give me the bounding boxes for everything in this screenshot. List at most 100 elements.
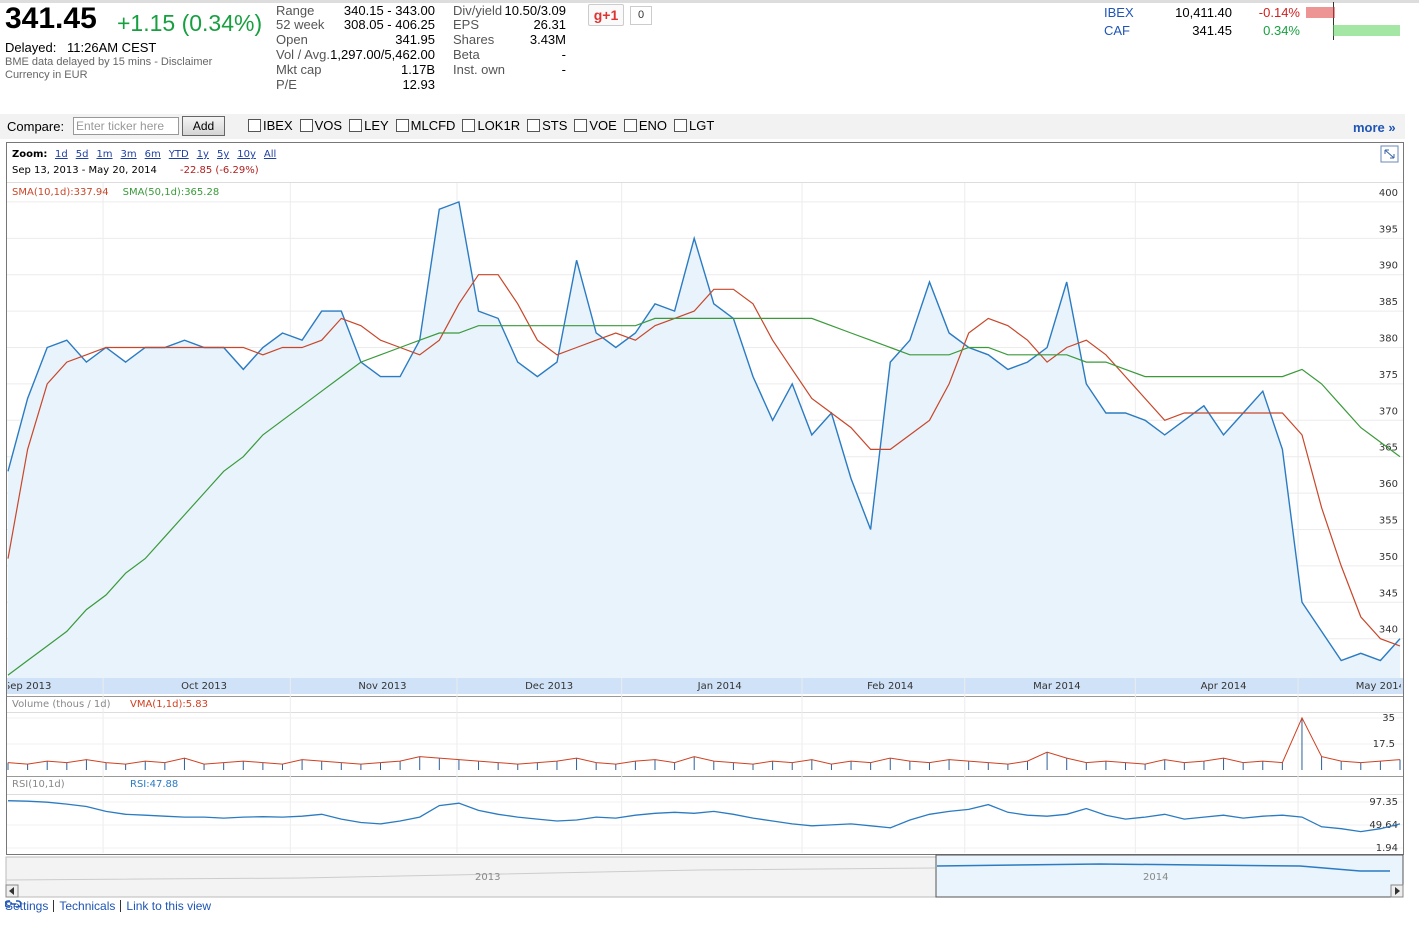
delay-note: BME data delayed by 15 mins - Disclaimer — [5, 56, 212, 68]
x-tick-label: Oct 2013 — [181, 681, 227, 692]
checkbox[interactable] — [527, 119, 541, 132]
index-name[interactable]: IBEX — [1104, 5, 1134, 20]
rsi-value: RSI:47.88 — [130, 779, 178, 790]
zoom-label: Zoom: — [12, 149, 47, 160]
zoom-option[interactable]: 5y — [217, 149, 229, 160]
checkbox[interactable] — [623, 119, 637, 132]
y-tick-label: 375 — [1379, 370, 1398, 381]
stat-label: Shares — [453, 32, 495, 47]
ticker-option[interactable]: LOK1R — [462, 118, 520, 133]
stat-value: 308.05 - 406.25 — [343, 17, 435, 32]
range: Sep 13, 2013 - May 20, 2014 — [12, 165, 157, 176]
ticker-input[interactable]: Enter ticker here — [73, 117, 179, 135]
stat-label: Open — [276, 32, 308, 47]
zoom-option[interactable]: 1m — [96, 149, 112, 160]
y-tick-label: 380 — [1379, 334, 1398, 345]
top-border — [0, 0, 1419, 3]
ticker-option[interactable]: VOS — [299, 118, 343, 133]
y-tick-label: 340 — [1379, 625, 1398, 636]
ticker-option[interactable]: ENO — [623, 118, 667, 133]
ticker-option[interactable]: LGT — [674, 118, 714, 133]
index-bar — [1333, 25, 1400, 36]
note: BME data delayed by 15 mins - — [5, 56, 161, 68]
gplus-button[interactable]: g+1 — [588, 4, 624, 26]
stat-label: 52 week — [276, 17, 325, 32]
x-tick-label: Apr 2014 — [1201, 681, 1247, 692]
price-change: +1.15 (0.34%) — [117, 10, 263, 36]
rsi-tick-label: 1.94 — [1376, 843, 1398, 854]
x-tick-label: Nov 2013 — [358, 681, 406, 692]
x-axis-band — [7, 678, 1403, 694]
chart-frame — [6, 142, 1404, 855]
stat-label: Vol / Avg. — [276, 47, 330, 62]
ticker-option[interactable]: LEY — [349, 118, 389, 133]
zoom-option[interactable]: 3m — [121, 149, 137, 160]
checkbox[interactable] — [574, 119, 588, 132]
stat-value: - — [561, 62, 566, 77]
y-tick-label: 395 — [1379, 224, 1398, 235]
ticker-name: LGT — [689, 118, 715, 133]
footer-link[interactable]: Settings — [5, 899, 49, 913]
separator — [53, 900, 55, 912]
ticker-name: STS — [542, 118, 568, 133]
index-change: 0.34% — [1263, 23, 1300, 38]
ticker-name: IBEX — [263, 118, 293, 133]
y-tick-label: 370 — [1379, 406, 1398, 417]
stat-label: EPS — [453, 17, 480, 32]
y-tick-label: 400 — [1379, 188, 1398, 199]
checkbox[interactable] — [248, 119, 261, 132]
ticker-option[interactable]: IBEX — [248, 118, 293, 133]
legend-entry: SMA(10,1d):337.94 — [12, 187, 109, 198]
zoom-option[interactable]: 1y — [197, 149, 209, 160]
ticker-list: IBEX VOS LEY MLCFD LOK1R STS VOE ENO LGT — [248, 118, 714, 133]
stat-label: Mkt cap — [276, 62, 322, 77]
range-change: -22.85 (-6.29%) — [180, 165, 259, 176]
stat-value: 1.17B — [401, 62, 435, 77]
stat-label: Range — [276, 3, 315, 18]
zoom-option[interactable]: YTD — [168, 149, 189, 160]
footer-link[interactable]: Technicals — [59, 899, 116, 913]
x-ticks: Sep 2013 Oct 2013 Nov 2013 Dec 2013 Jan 2014… — [4, 681, 1405, 692]
zoom-option[interactable]: 10y — [237, 149, 256, 160]
footer-link[interactable]: Link to this view — [126, 899, 212, 913]
link-icon-shape — [5, 900, 21, 908]
stat-value: 26.31 — [533, 17, 566, 32]
ticker-name: VOE — [589, 118, 617, 133]
link-icon — [5, 900, 21, 908]
volume-tick-label: 35 — [1382, 713, 1395, 724]
checkbox[interactable] — [462, 119, 476, 132]
stat-value: - — [561, 47, 566, 62]
zoom-option[interactable]: 5d — [76, 149, 89, 160]
y-tick-label: 345 — [1379, 588, 1398, 599]
price: 341.45 — [5, 2, 97, 35]
vma-label: VMA(1,1d):5.83 — [130, 699, 208, 710]
index-name[interactable]: CAF — [1104, 23, 1130, 38]
add-button[interactable]: Add — [182, 116, 225, 136]
ticker-option[interactable]: MLCFD — [395, 118, 455, 133]
disclaimer[interactable]: Disclaimer — [160, 56, 213, 68]
index-value: 341.45 — [1192, 23, 1232, 38]
zoom-option[interactable]: 6m — [145, 149, 161, 160]
navigator-selection[interactable] — [935, 854, 1404, 898]
zoom-option[interactable]: 1d — [55, 149, 68, 160]
checkbox[interactable] — [299, 119, 313, 132]
ticker-name: VOS — [314, 118, 343, 133]
rsi-label: RSI(10,1d) — [12, 779, 65, 790]
x-tick-label: May 2014 — [1356, 681, 1405, 692]
ticker-option[interactable]: STS — [527, 118, 567, 133]
x-tick-label: Sep 2013 — [4, 681, 51, 692]
rsi-line — [7, 800, 1401, 833]
checkbox[interactable] — [395, 119, 409, 132]
legend-entry: SMA(50,1d):365.28 — [123, 187, 220, 198]
more-link[interactable]: more » — [1353, 120, 1396, 135]
stat-value: 340.15 - 343.00 — [343, 3, 435, 18]
arrow-icon — [9, 887, 14, 895]
ticker-option[interactable]: VOE — [574, 118, 617, 133]
checkbox[interactable] — [349, 119, 363, 132]
zoom-option[interactable]: All — [264, 149, 276, 160]
checkbox[interactable] — [674, 119, 688, 132]
